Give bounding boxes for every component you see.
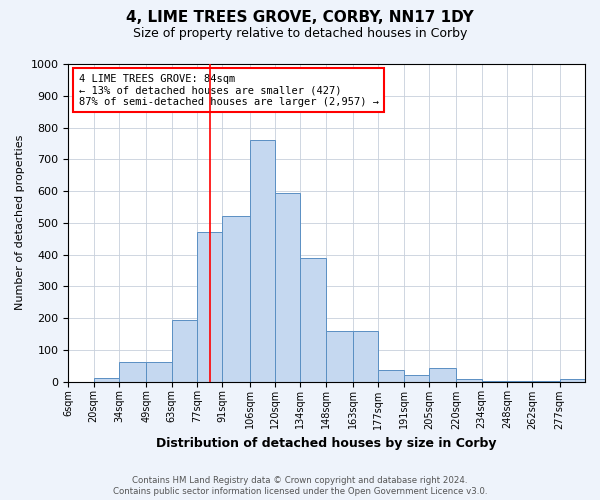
Bar bbox=[482, 381, 507, 382]
Text: Contains public sector information licensed under the Open Government Licence v3: Contains public sector information licen… bbox=[113, 488, 487, 496]
X-axis label: Distribution of detached houses by size in Corby: Distribution of detached houses by size … bbox=[157, 437, 497, 450]
Bar bbox=[146, 362, 172, 382]
Bar bbox=[456, 378, 482, 382]
Text: Contains HM Land Registry data © Crown copyright and database right 2024.: Contains HM Land Registry data © Crown c… bbox=[132, 476, 468, 485]
Bar bbox=[197, 232, 223, 382]
Bar bbox=[223, 216, 250, 382]
Bar bbox=[250, 140, 275, 382]
Bar bbox=[94, 378, 119, 382]
Text: 4 LIME TREES GROVE: 84sqm
← 13% of detached houses are smaller (427)
87% of semi: 4 LIME TREES GROVE: 84sqm ← 13% of detac… bbox=[79, 74, 379, 106]
Bar bbox=[404, 374, 429, 382]
Text: 4, LIME TREES GROVE, CORBY, NN17 1DY: 4, LIME TREES GROVE, CORBY, NN17 1DY bbox=[126, 10, 474, 25]
Bar bbox=[172, 320, 197, 382]
Bar bbox=[429, 368, 456, 382]
Bar bbox=[532, 381, 560, 382]
Bar bbox=[301, 258, 326, 382]
Text: Size of property relative to detached houses in Corby: Size of property relative to detached ho… bbox=[133, 28, 467, 40]
Bar bbox=[507, 381, 532, 382]
Bar bbox=[119, 362, 146, 382]
Bar bbox=[560, 378, 585, 382]
Bar bbox=[275, 192, 301, 382]
Bar bbox=[353, 330, 379, 382]
Bar bbox=[379, 370, 404, 382]
Y-axis label: Number of detached properties: Number of detached properties bbox=[15, 135, 25, 310]
Bar bbox=[326, 330, 353, 382]
